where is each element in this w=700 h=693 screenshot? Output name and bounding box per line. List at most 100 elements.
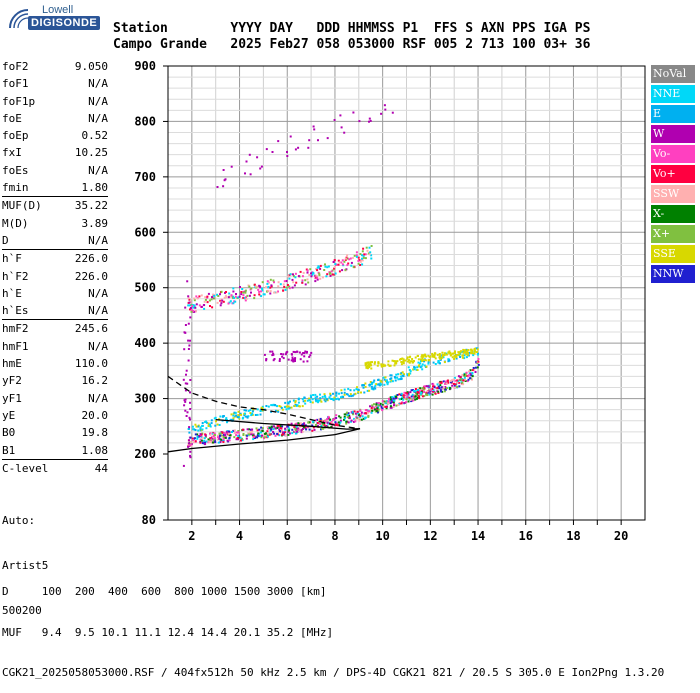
profile-solid-line — [167, 418, 361, 453]
echo-point — [284, 428, 287, 431]
echo-point — [309, 401, 312, 403]
echo-point — [376, 407, 379, 410]
echo-point — [228, 430, 231, 433]
echo-point — [279, 405, 282, 408]
echo-point — [250, 291, 252, 294]
echo-point — [197, 429, 200, 432]
echo-point — [188, 301, 191, 304]
echo-point — [324, 263, 326, 266]
echo-point — [307, 421, 310, 424]
echo-point — [467, 354, 470, 357]
echo-point — [427, 391, 430, 394]
echo-point — [193, 310, 196, 313]
echo-point — [228, 434, 231, 437]
echo-point — [214, 434, 216, 436]
echo-point — [423, 359, 426, 361]
echo-point — [236, 437, 239, 439]
echo-point — [335, 423, 338, 426]
echo-point — [248, 433, 251, 436]
echo-point — [418, 397, 421, 400]
echo-point — [417, 355, 419, 357]
legend-item-nnw: NNW — [651, 265, 695, 283]
param-value: 20.0 — [81, 408, 109, 422]
echo-point — [287, 407, 290, 410]
echo-point — [350, 395, 353, 398]
echo-point — [292, 360, 295, 363]
echo-point — [326, 421, 329, 424]
echo-point — [249, 173, 252, 176]
file-info: CGK21_2025058053000.RSF / 404fx512h 50 k… — [2, 666, 665, 679]
echo-point — [193, 297, 196, 300]
echo-point — [383, 383, 386, 386]
echo-point — [426, 394, 429, 397]
echo-point — [401, 396, 404, 399]
echo-point — [377, 378, 380, 381]
echo-point — [319, 393, 321, 396]
echo-point — [339, 114, 342, 117]
x-tick-label: 14 — [471, 529, 485, 543]
echo-point — [335, 398, 338, 401]
echo-point — [287, 358, 290, 361]
echo-point — [221, 299, 224, 302]
echo-point — [203, 439, 206, 442]
echo-point — [477, 363, 480, 366]
param-name: M(D) — [2, 216, 29, 230]
echo-point — [418, 364, 420, 367]
echo-point — [417, 358, 420, 361]
param-name: D — [2, 233, 9, 247]
echo-point — [328, 396, 331, 399]
echo-point — [204, 434, 207, 437]
echo-point — [421, 395, 424, 398]
echo-point — [223, 179, 226, 182]
echo-point — [472, 354, 475, 357]
echo-point — [462, 348, 465, 351]
echo-point — [355, 254, 358, 257]
echo-point — [464, 374, 467, 377]
echo-point — [209, 425, 212, 428]
echo-point — [453, 352, 456, 354]
echo-point — [297, 401, 300, 404]
echo-point — [334, 417, 337, 420]
echo-point — [364, 362, 367, 365]
echo-point — [258, 428, 261, 431]
echo-point — [272, 352, 275, 355]
echo-point — [282, 357, 285, 360]
echo-point — [368, 117, 371, 120]
echo-point — [269, 290, 272, 293]
echo-point — [301, 430, 304, 433]
echo-point — [237, 432, 240, 435]
echo-point — [429, 355, 431, 358]
echo-point — [388, 398, 390, 401]
echo-point — [445, 387, 448, 390]
echo-point — [301, 423, 304, 426]
echo-point — [395, 360, 397, 363]
echo-point — [447, 381, 450, 384]
echo-point — [369, 383, 371, 386]
echo-point — [235, 431, 238, 434]
echo-point — [354, 418, 357, 421]
echo-point — [438, 356, 441, 359]
echo-point — [209, 437, 212, 440]
echo-point — [299, 358, 302, 361]
echo-point — [329, 397, 332, 400]
echo-point — [256, 436, 259, 439]
echo-point — [210, 441, 213, 444]
echo-point — [248, 428, 250, 431]
echo-point — [203, 304, 206, 306]
echo-point — [256, 429, 259, 432]
echo-point — [245, 409, 248, 412]
echo-point — [377, 362, 380, 365]
echo-point — [402, 396, 405, 399]
echo-point — [431, 353, 434, 356]
echo-point — [345, 422, 348, 425]
param-row: yF2 16.2 — [2, 372, 108, 389]
echo-point — [219, 415, 222, 418]
echo-point — [189, 391, 191, 394]
echo-point — [397, 378, 400, 381]
echo-point — [350, 420, 352, 423]
echo-point — [287, 430, 290, 433]
param-row: h`F2 226.0 — [2, 268, 108, 285]
echo-point — [323, 424, 326, 426]
echo-point — [358, 419, 361, 422]
x-tick-label: 2 — [188, 529, 195, 543]
